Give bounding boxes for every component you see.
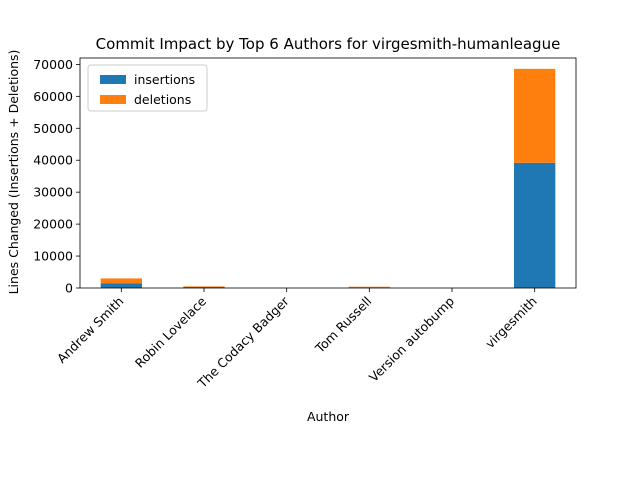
y-tick-label: 60000 — [33, 89, 73, 104]
x-axis-label: Author — [307, 409, 350, 424]
y-tick-label: 0 — [65, 281, 73, 296]
bar-deletions-0 — [100, 278, 142, 284]
bar-insertions-5 — [514, 162, 556, 288]
bar-deletions-3 — [348, 286, 390, 288]
bar-deletions-5 — [514, 68, 556, 163]
legend: insertions deletions — [87, 64, 208, 112]
y-tick-label: 10000 — [33, 249, 73, 264]
y-axis-label: Lines Changed (Insertions + Deletions) — [6, 50, 21, 295]
y-tick-label: 50000 — [33, 121, 73, 136]
legend-label-deletions: deletions — [134, 92, 191, 107]
chart-title: Commit Impact by Top 6 Authors for virge… — [96, 35, 561, 53]
bar-deletions-1 — [183, 286, 225, 288]
plot-frame — [79, 57, 577, 289]
y-tick-label: 30000 — [33, 185, 73, 200]
bar-insertions-1 — [183, 287, 225, 288]
bar-insertions-0 — [100, 283, 142, 288]
bars-layer — [100, 68, 556, 288]
legend-swatch-insertions — [100, 75, 126, 84]
y-tick-label: 20000 — [33, 217, 73, 232]
y-tick-label: 40000 — [33, 153, 73, 168]
legend-swatch-deletions — [100, 95, 126, 104]
y-tick-label: 70000 — [33, 57, 73, 72]
legend-label-insertions: insertions — [134, 72, 195, 87]
